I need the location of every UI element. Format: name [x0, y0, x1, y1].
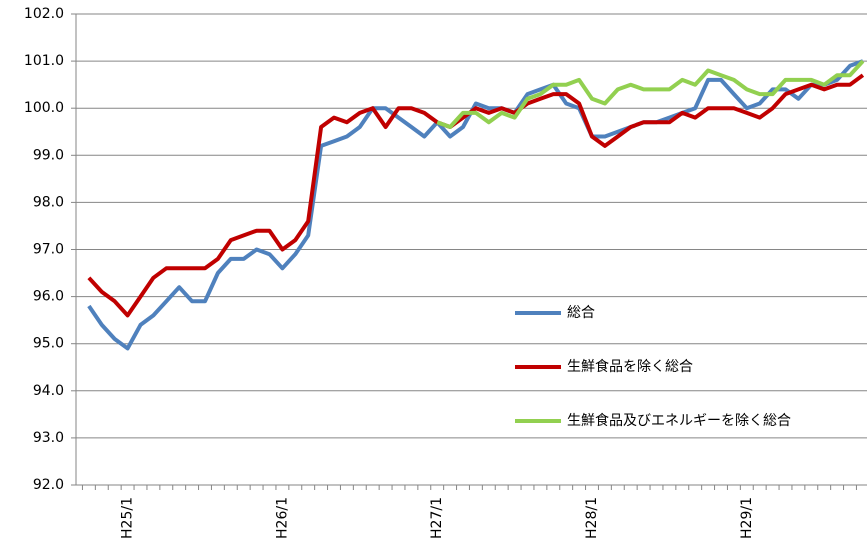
y-tick-label: 98.0: [33, 194, 64, 210]
y-tick-label: 97.0: [33, 242, 64, 258]
y-tick-label: 99.0: [33, 147, 64, 163]
y-tick-label: 102.0: [24, 6, 64, 22]
y-tick-label: 95.0: [33, 336, 64, 352]
y-tick-label: 96.0: [33, 289, 64, 305]
series-line: [87, 59, 864, 351]
series-line: [87, 73, 865, 318]
x-tick-label: H29/1: [739, 497, 755, 539]
x-tick-label: H27/1: [429, 497, 445, 539]
legend-label: 総合: [567, 305, 595, 321]
legend-label: 生鮮食品及びエネルギーを除く総合: [567, 412, 791, 429]
legend-label: 生鮮食品を除く総合: [567, 358, 693, 375]
x-tick-label: H28/1: [584, 497, 600, 539]
y-tick-label: 100.0: [24, 100, 64, 116]
x-tick-label: H26/1: [274, 497, 290, 539]
x-tick-label: H25/1: [120, 497, 136, 539]
y-tick-label: 92.0: [33, 477, 64, 493]
y-tick-label: 101.0: [24, 53, 64, 69]
y-tick-label: 94.0: [33, 383, 64, 399]
series-line: [436, 59, 865, 129]
y-tick-label: 93.0: [33, 430, 64, 446]
